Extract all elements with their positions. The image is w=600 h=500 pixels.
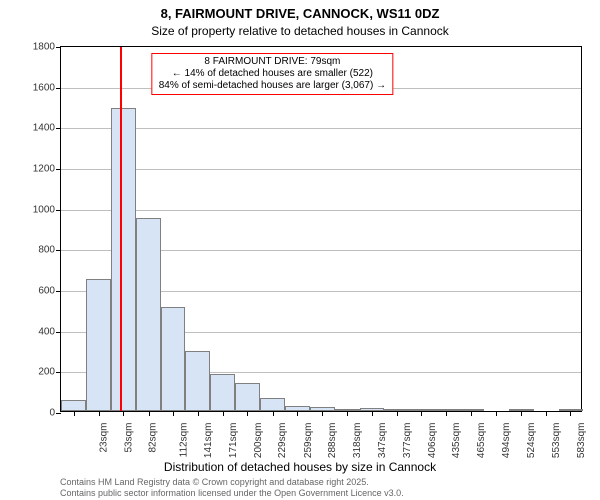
- x-tick-label: 318sqm: [352, 423, 363, 459]
- histogram-bar: [210, 374, 235, 411]
- y-tick-label: 800: [38, 245, 61, 256]
- x-tick-mark: [297, 411, 298, 416]
- x-tick-mark: [198, 411, 199, 416]
- x-tick-label: 82sqm: [148, 423, 159, 453]
- annotation-line: ← 14% of detached houses are smaller (52…: [159, 68, 386, 80]
- x-tick-mark: [446, 411, 447, 416]
- x-tick-mark: [397, 411, 398, 416]
- x-tick-label: 112sqm: [178, 423, 189, 458]
- y-tick-label: 400: [38, 326, 61, 337]
- x-tick-mark: [496, 411, 497, 416]
- x-tick-label: 171sqm: [229, 423, 240, 459]
- x-tick-mark: [74, 411, 75, 416]
- x-tick-mark: [347, 411, 348, 416]
- chart-subtitle: Size of property relative to detached ho…: [0, 24, 600, 38]
- x-tick-label: 465sqm: [476, 423, 487, 459]
- x-tick-label: 53sqm: [123, 423, 134, 453]
- y-tick-label: 1600: [33, 82, 61, 93]
- x-tick-mark: [149, 411, 150, 416]
- x-tick-label: 229sqm: [277, 423, 288, 459]
- x-tick-label: 23sqm: [98, 423, 109, 453]
- histogram-bar: [235, 383, 260, 411]
- x-tick-label: 141sqm: [203, 423, 214, 459]
- x-tick-mark: [247, 411, 248, 416]
- histogram-bar: [111, 108, 136, 411]
- x-tick-label: 494sqm: [501, 423, 512, 459]
- x-tick-mark: [521, 411, 522, 416]
- x-tick-mark: [99, 411, 100, 416]
- y-tick-label: 600: [38, 286, 61, 297]
- x-tick-label: 406sqm: [427, 423, 438, 459]
- annotation-line: 8 FAIRMOUNT DRIVE: 79sqm: [159, 56, 386, 68]
- y-tick-label: 1400: [33, 123, 61, 134]
- x-tick-label: 553sqm: [551, 423, 562, 459]
- x-tick-mark: [546, 411, 547, 416]
- y-tick-label: 1000: [33, 204, 61, 215]
- x-tick-mark: [173, 411, 174, 416]
- y-tick-label: 1800: [33, 42, 61, 53]
- x-tick-mark: [273, 411, 274, 416]
- plot-area: 02004006008001000120014001600180023sqm53…: [60, 46, 582, 412]
- x-tick-mark: [322, 411, 323, 416]
- property-marker-line: [120, 47, 122, 411]
- annotation-line: 84% of semi-detached houses are larger (…: [159, 80, 386, 92]
- x-tick-label: 583sqm: [576, 423, 587, 459]
- histogram-bar: [61, 400, 86, 411]
- x-tick-mark: [372, 411, 373, 416]
- x-tick-mark: [123, 411, 124, 416]
- histogram-bar: [161, 307, 186, 411]
- x-tick-mark: [471, 411, 472, 416]
- x-tick-label: 377sqm: [402, 423, 413, 459]
- grid-line: [61, 128, 581, 129]
- histogram-bar: [185, 351, 210, 411]
- y-tick-label: 0: [49, 408, 61, 419]
- x-axis-label: Distribution of detached houses by size …: [0, 460, 600, 474]
- x-tick-label: 288sqm: [327, 423, 338, 459]
- x-tick-mark: [223, 411, 224, 416]
- x-tick-label: 259sqm: [303, 423, 314, 459]
- y-tick-label: 1200: [33, 164, 61, 175]
- histogram-bar: [136, 218, 161, 411]
- histogram-bar: [86, 279, 111, 411]
- histogram-bar: [260, 398, 285, 411]
- attribution-text: Contains HM Land Registry data © Crown c…: [60, 477, 404, 498]
- x-tick-label: 347sqm: [377, 423, 388, 459]
- grid-line: [61, 210, 581, 211]
- y-tick-label: 200: [38, 367, 61, 378]
- x-tick-label: 200sqm: [253, 423, 264, 459]
- x-tick-mark: [421, 411, 422, 416]
- x-tick-mark: [570, 411, 571, 416]
- histogram-chart: 8, FAIRMOUNT DRIVE, CANNOCK, WS11 0DZ Si…: [0, 0, 600, 500]
- x-tick-label: 435sqm: [451, 423, 462, 459]
- grid-line: [61, 169, 581, 170]
- annotation-box: 8 FAIRMOUNT DRIVE: 79sqm← 14% of detache…: [152, 53, 393, 95]
- x-tick-label: 524sqm: [526, 423, 537, 459]
- chart-title: 8, FAIRMOUNT DRIVE, CANNOCK, WS11 0DZ: [0, 6, 600, 21]
